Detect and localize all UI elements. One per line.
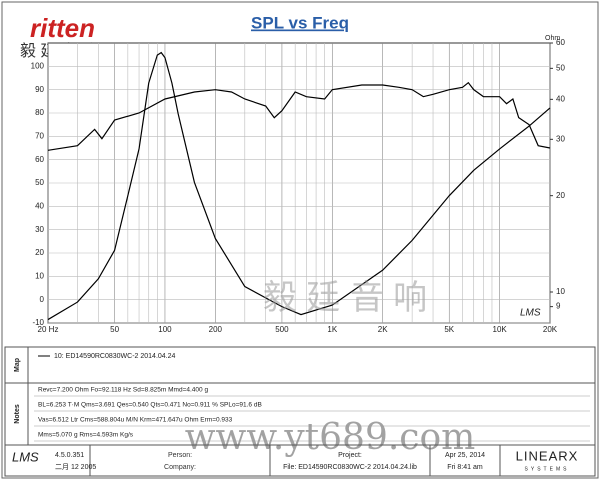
y-tick-label: 90: [35, 85, 44, 94]
chart-title: SPL vs Freq: [251, 13, 349, 32]
note-line: Mms=5.070 g Rms=4.593m Kg/s: [38, 432, 134, 439]
y-tick-label: 60: [35, 155, 44, 164]
plot-area: 20 Hz 50 100 200 500 1K 2K 5K 10K 20K -10 0 10 20 30 40…: [31, 38, 566, 334]
y-tick-label: 50: [35, 178, 44, 187]
y-tick-label: 40: [35, 201, 44, 210]
x-tick-label: 20 Hz: [38, 325, 59, 334]
y-tick-label: 0: [40, 295, 45, 304]
note-line: BL=6.253 T·M Qms=3.691 Qes=0.540 Qts=0.4…: [38, 402, 262, 409]
note-line: Vas=6.512 Ltr Cms=588.804u M/N Krm=471.6…: [38, 417, 233, 424]
notes-label: Notes: [14, 404, 21, 424]
footer-brand-sub: SYSTEMS: [525, 466, 570, 472]
logo-brand: ritten: [30, 13, 95, 43]
x-tick-label: 20K: [543, 325, 558, 334]
footer-project: Project:: [338, 452, 362, 459]
footer-panel: [4, 444, 596, 477]
y2-tick-label: 50: [556, 63, 565, 72]
y-tick-label: 80: [35, 108, 44, 117]
footer-file: File: ED14590RC0830WC-2 2014.04.24.lib: [283, 464, 417, 471]
footer-logo: LMS: [12, 449, 39, 464]
y-tick-label: 30: [35, 225, 44, 234]
note-line: Revc=7.200 Ohm Fo=92.118 Hz Sd=8.825m Mm…: [38, 387, 208, 394]
series-line: [47, 81, 551, 151]
x-tick-label: 2K: [378, 325, 388, 334]
x-tick-label: 50: [110, 325, 119, 334]
map-label: Map: [14, 358, 21, 372]
watermark-url: www.yt689.com: [185, 417, 476, 458]
footer-build: 二月 12 2005: [55, 463, 96, 471]
series-line: [47, 51, 551, 321]
y2-tick-label: 20: [556, 191, 565, 200]
footer-version: 4.5.0.351: [55, 452, 84, 459]
x-tick-label: 500: [275, 325, 289, 334]
x-tick-label: 200: [209, 325, 223, 334]
legend-entry: 10: ED14590RC0830WC-2 2014.04.24: [54, 353, 176, 360]
x-tick-label: 5K: [444, 325, 454, 334]
notes-lines: Revc=7.200 Ohm Fo=92.118 Hz Sd=8.825m Mm…: [34, 387, 590, 442]
x-tick-label: 1K: [327, 325, 337, 334]
footer-time: Fri 8:41 am: [447, 464, 483, 471]
y-tick-label: 70: [35, 131, 44, 140]
y2-label: Ohm: [545, 35, 560, 42]
watermark-chinese: 毅 廷 音 响: [263, 279, 427, 317]
x-tick-label: 100: [158, 325, 172, 334]
y2-tick-label: 10: [556, 287, 565, 296]
y2-tick-label: 9: [556, 302, 561, 311]
y2-tick-label: 30: [556, 134, 565, 143]
y2-tick-label: 60: [556, 38, 565, 47]
footer-date: Apr 25, 2014: [445, 452, 485, 459]
y-tick-label: 100: [31, 61, 45, 70]
footer-brand: LINEARX: [516, 448, 579, 463]
y-tick-label: 20: [35, 248, 44, 257]
y2-tick-label: 40: [556, 94, 565, 103]
y-tick-label: -10: [32, 318, 44, 327]
y-tick-label: 10: [35, 271, 44, 280]
plot-badge: LMS: [520, 308, 541, 319]
x-tick-label: 10K: [493, 325, 508, 334]
footer-company: Company:: [164, 464, 196, 471]
footer-person: Person:: [168, 452, 192, 459]
